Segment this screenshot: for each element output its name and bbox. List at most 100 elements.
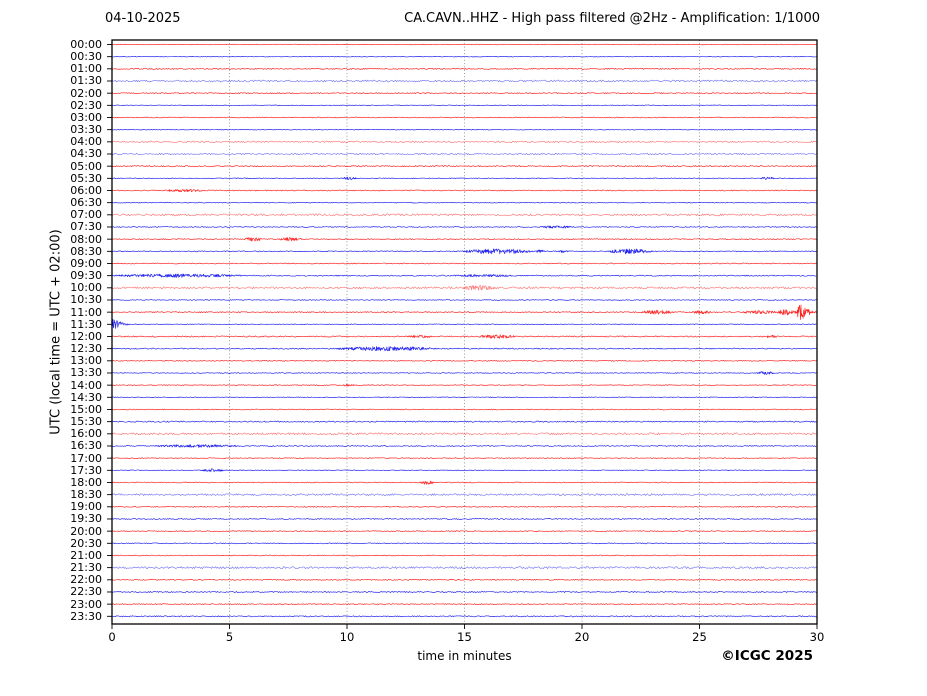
y-tick-label: 14:00 xyxy=(70,378,102,392)
trace-row-1700 xyxy=(111,457,817,459)
y-tick-label: 10:00 xyxy=(70,281,102,295)
y-tick-label: 11:00 xyxy=(70,305,102,319)
trace-row-0230 xyxy=(111,104,817,107)
trace-row-1130 xyxy=(111,318,817,329)
y-tick-label: 06:30 xyxy=(70,196,102,210)
y-tick-label: 15:00 xyxy=(70,402,102,416)
trace-row-2030 xyxy=(111,542,817,545)
trace-row-1500 xyxy=(111,408,817,411)
y-tick-label: 16:00 xyxy=(70,427,102,441)
y-tick-label: 21:30 xyxy=(70,561,102,575)
y-tick-label: 19:00 xyxy=(70,500,102,514)
x-tick-label: 0 xyxy=(108,630,116,644)
trace-row-1200 xyxy=(111,334,817,339)
trace-row-2100 xyxy=(111,554,817,557)
y-tick-label: 04:30 xyxy=(70,147,102,161)
x-tick-label: 5 xyxy=(225,630,234,644)
trace-row-0730 xyxy=(111,225,817,229)
trace-row-1000 xyxy=(111,285,817,291)
trace-row-1900 xyxy=(111,506,817,508)
trace-row-0030 xyxy=(111,55,817,58)
date-title: 04-10-2025 xyxy=(105,11,181,26)
trace-row-0000 xyxy=(111,43,817,46)
trace-row-1830 xyxy=(111,493,817,496)
y-tick-label: 22:30 xyxy=(70,585,102,599)
credit: ©ICGC 2025 xyxy=(721,648,813,664)
y-tick-label: 04:00 xyxy=(70,135,102,149)
y-tick-label: 20:30 xyxy=(70,536,102,550)
trace-row-1430 xyxy=(111,396,817,399)
trace-row-1800 xyxy=(111,480,818,485)
y-tick-label: 07:30 xyxy=(70,220,102,234)
trace-row-1930 xyxy=(111,518,817,520)
y-tick-label: 09:30 xyxy=(70,269,102,283)
y-tick-label: 11:30 xyxy=(70,317,102,331)
trace-row-0700 xyxy=(111,213,817,217)
y-tick-label: 17:00 xyxy=(70,451,102,465)
y-tick-label: 15:30 xyxy=(70,415,102,429)
y-tick-label: 13:00 xyxy=(70,354,102,368)
trace-row-1730 xyxy=(111,468,818,473)
trace-row-2200 xyxy=(111,578,817,581)
trace-row-2230 xyxy=(111,591,817,593)
trace-row-0430 xyxy=(111,152,817,156)
trace-row-0200 xyxy=(111,92,817,95)
y-tick-label: 14:30 xyxy=(70,390,102,404)
trace-row-0800 xyxy=(111,237,817,242)
trace-row-0130 xyxy=(111,79,817,83)
trace-row-1300 xyxy=(111,360,817,362)
trace-row-0400 xyxy=(111,140,817,143)
trace-row-0600 xyxy=(111,188,817,193)
trace-row-1230 xyxy=(111,346,817,352)
y-tick-label: 13:30 xyxy=(70,366,102,380)
trace-row-1030 xyxy=(111,299,817,301)
y-tick-label: 12:00 xyxy=(70,329,102,343)
y-tick-label: 09:00 xyxy=(70,256,102,270)
plot-title: CA.CAVN..HHZ - High pass filtered @2Hz -… xyxy=(404,11,820,26)
y-tick-label: 23:30 xyxy=(70,609,102,623)
trace-row-1600 xyxy=(111,432,817,436)
trace-row-2000 xyxy=(111,530,817,532)
trace-row-2300 xyxy=(111,603,817,605)
y-tick-label: 03:30 xyxy=(70,123,102,137)
y-tick-label: 23:00 xyxy=(70,597,102,611)
y-tick-label: 00:30 xyxy=(70,50,102,64)
x-tick-label: 15 xyxy=(457,630,472,644)
y-tick-label: 12:30 xyxy=(70,342,102,356)
y-tick-label: 05:30 xyxy=(70,171,102,185)
trace-row-0900 xyxy=(111,262,817,265)
y-tick-label: 01:30 xyxy=(70,74,102,88)
trace-row-0300 xyxy=(111,116,817,119)
y-tick-label: 05:00 xyxy=(70,159,102,173)
trace-row-1530 xyxy=(111,420,817,423)
y-tick-label: 08:30 xyxy=(70,244,102,258)
trace-row-0530 xyxy=(111,176,818,181)
y-tick-label: 17:30 xyxy=(70,463,102,477)
trace-row-0330 xyxy=(111,128,817,131)
y-tick-label: 22:00 xyxy=(70,573,102,587)
x-tick-label: 20 xyxy=(574,630,590,644)
trace-row-2130 xyxy=(111,566,817,569)
x-axis-title: time in minutes xyxy=(417,649,512,663)
y-tick-label: 18:00 xyxy=(70,475,102,489)
y-tick-label: 08:00 xyxy=(70,232,102,246)
trace-row-1100 xyxy=(111,304,817,321)
x-tick-label: 25 xyxy=(692,630,707,644)
trace-row-0930 xyxy=(111,273,817,278)
trace-row-0630 xyxy=(111,201,817,204)
y-tick-label: 18:30 xyxy=(70,488,102,502)
trace-row-0830 xyxy=(111,248,817,255)
y-tick-label: 07:00 xyxy=(70,208,102,222)
y-tick-label: 03:00 xyxy=(70,110,102,124)
trace-row-1400 xyxy=(111,383,817,387)
trace-row-2330 xyxy=(111,615,817,618)
trace-row-1630 xyxy=(111,444,817,448)
y-tick-label: 19:30 xyxy=(70,512,102,526)
y-tick-label: 02:00 xyxy=(70,86,102,100)
x-tick-label: 10 xyxy=(339,630,355,644)
x-tick-label: 30 xyxy=(809,630,825,644)
y-tick-label: 20:00 xyxy=(70,524,102,538)
y-tick-label: 02:30 xyxy=(70,98,102,112)
